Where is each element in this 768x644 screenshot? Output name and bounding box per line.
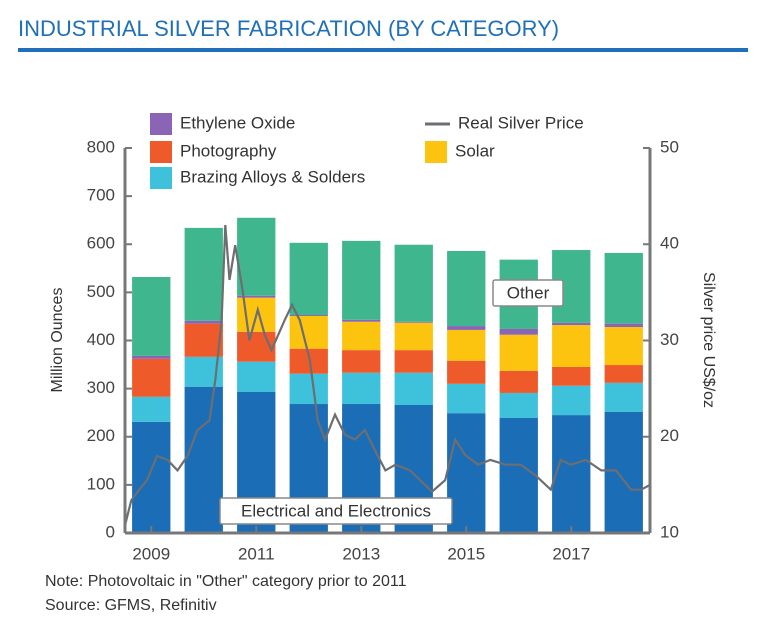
title-rule xyxy=(18,48,748,52)
bar-segment xyxy=(552,385,591,416)
bar-segment xyxy=(184,323,223,357)
bar-segment xyxy=(342,372,381,405)
bar-segment xyxy=(342,321,381,351)
y-tick-label: 100 xyxy=(87,474,115,493)
bar-segment xyxy=(604,323,643,328)
bar-segment xyxy=(394,321,433,323)
y2-axis-label: Silver price US$/oz xyxy=(700,272,717,408)
bar-segment xyxy=(132,396,171,422)
x-tick-label: 2013 xyxy=(342,544,380,563)
bar-segment xyxy=(237,217,276,296)
bar-segment xyxy=(604,411,643,533)
note: Note: Photovoltaic in "Other" category p… xyxy=(45,573,407,590)
bar-segment xyxy=(604,252,643,324)
bar-segment xyxy=(499,328,538,335)
bar-segment xyxy=(447,360,486,384)
bar-segment xyxy=(184,227,223,321)
legend-label: Solar xyxy=(455,141,495,160)
y-tick-label: 0 xyxy=(106,522,115,541)
bar-segment xyxy=(184,320,223,324)
legend-label: Real Silver Price xyxy=(458,113,584,132)
bar-segment xyxy=(447,329,486,361)
legend-swatch xyxy=(150,167,172,189)
bar-segment xyxy=(289,242,328,315)
bar-segment xyxy=(184,386,223,533)
bar-segment xyxy=(132,355,171,359)
bar-segment xyxy=(552,322,591,326)
price-line xyxy=(123,224,651,526)
legend-swatch xyxy=(425,141,447,163)
bar-segment xyxy=(552,366,591,386)
bar-segment xyxy=(289,314,328,316)
bar-segment xyxy=(499,392,538,418)
y2-tick-label: 50 xyxy=(660,137,679,156)
annotation: Electrical and Electronics xyxy=(241,501,431,520)
bar-segment xyxy=(447,413,486,533)
bar-segment xyxy=(499,417,538,533)
bar-segment xyxy=(237,295,276,298)
legend-label: Ethylene Oxide xyxy=(180,113,295,132)
y-axis-label: Million Ounces xyxy=(49,288,66,393)
bar-segment xyxy=(342,319,381,322)
bar-segment xyxy=(552,325,591,367)
bar-segment xyxy=(289,373,328,405)
bar-segment xyxy=(132,421,171,533)
bar-segment xyxy=(342,350,381,373)
legend-swatch xyxy=(150,141,172,163)
y2-tick-label: 20 xyxy=(660,426,679,445)
x-tick-label: 2009 xyxy=(132,544,170,563)
y-tick-label: 200 xyxy=(87,426,115,445)
y-tick-label: 500 xyxy=(87,282,115,301)
bar-segment xyxy=(604,382,643,412)
legend-label: Photography xyxy=(180,141,277,160)
bar-segment xyxy=(394,322,433,351)
legend-label: Brazing Alloys & Solders xyxy=(180,167,365,186)
y-tick-label: 800 xyxy=(87,137,115,156)
source: Source: GFMS, Refinitiv xyxy=(45,597,217,614)
chart-title: INDUSTRIAL SILVER FABRICATION (BY CATEGO… xyxy=(18,16,559,41)
y-tick-label: 600 xyxy=(87,234,115,253)
bar-segment xyxy=(394,372,433,405)
bar-segment xyxy=(394,244,433,322)
bar-segment xyxy=(132,358,171,397)
y2-tick-label: 30 xyxy=(660,330,679,349)
bar-segment xyxy=(447,326,486,330)
bar-segment xyxy=(237,361,276,392)
y-tick-label: 700 xyxy=(87,186,115,205)
bar-segment xyxy=(499,334,538,371)
x-tick-label: 2015 xyxy=(447,544,485,563)
bar-segment xyxy=(289,315,328,349)
bar-segment xyxy=(132,276,171,356)
annotation-box xyxy=(492,279,564,307)
bar-segment xyxy=(604,365,643,383)
bar-segment xyxy=(499,370,538,393)
annotation: Other xyxy=(507,283,550,302)
y-tick-label: 300 xyxy=(87,378,115,397)
y2-tick-label: 40 xyxy=(660,234,679,253)
x-tick-label: 2017 xyxy=(552,544,590,563)
y-tick-label: 400 xyxy=(87,330,115,349)
bar-segment xyxy=(342,240,381,320)
bar-segment xyxy=(394,350,433,373)
y2-tick-label: 10 xyxy=(660,522,679,541)
bar-segment xyxy=(552,415,591,533)
x-tick-label: 2011 xyxy=(238,544,275,563)
annotation-box xyxy=(219,497,453,525)
bar-segment xyxy=(447,250,486,327)
bar-segment xyxy=(447,383,486,414)
legend-swatch xyxy=(150,113,172,135)
bar-segment xyxy=(604,327,643,366)
